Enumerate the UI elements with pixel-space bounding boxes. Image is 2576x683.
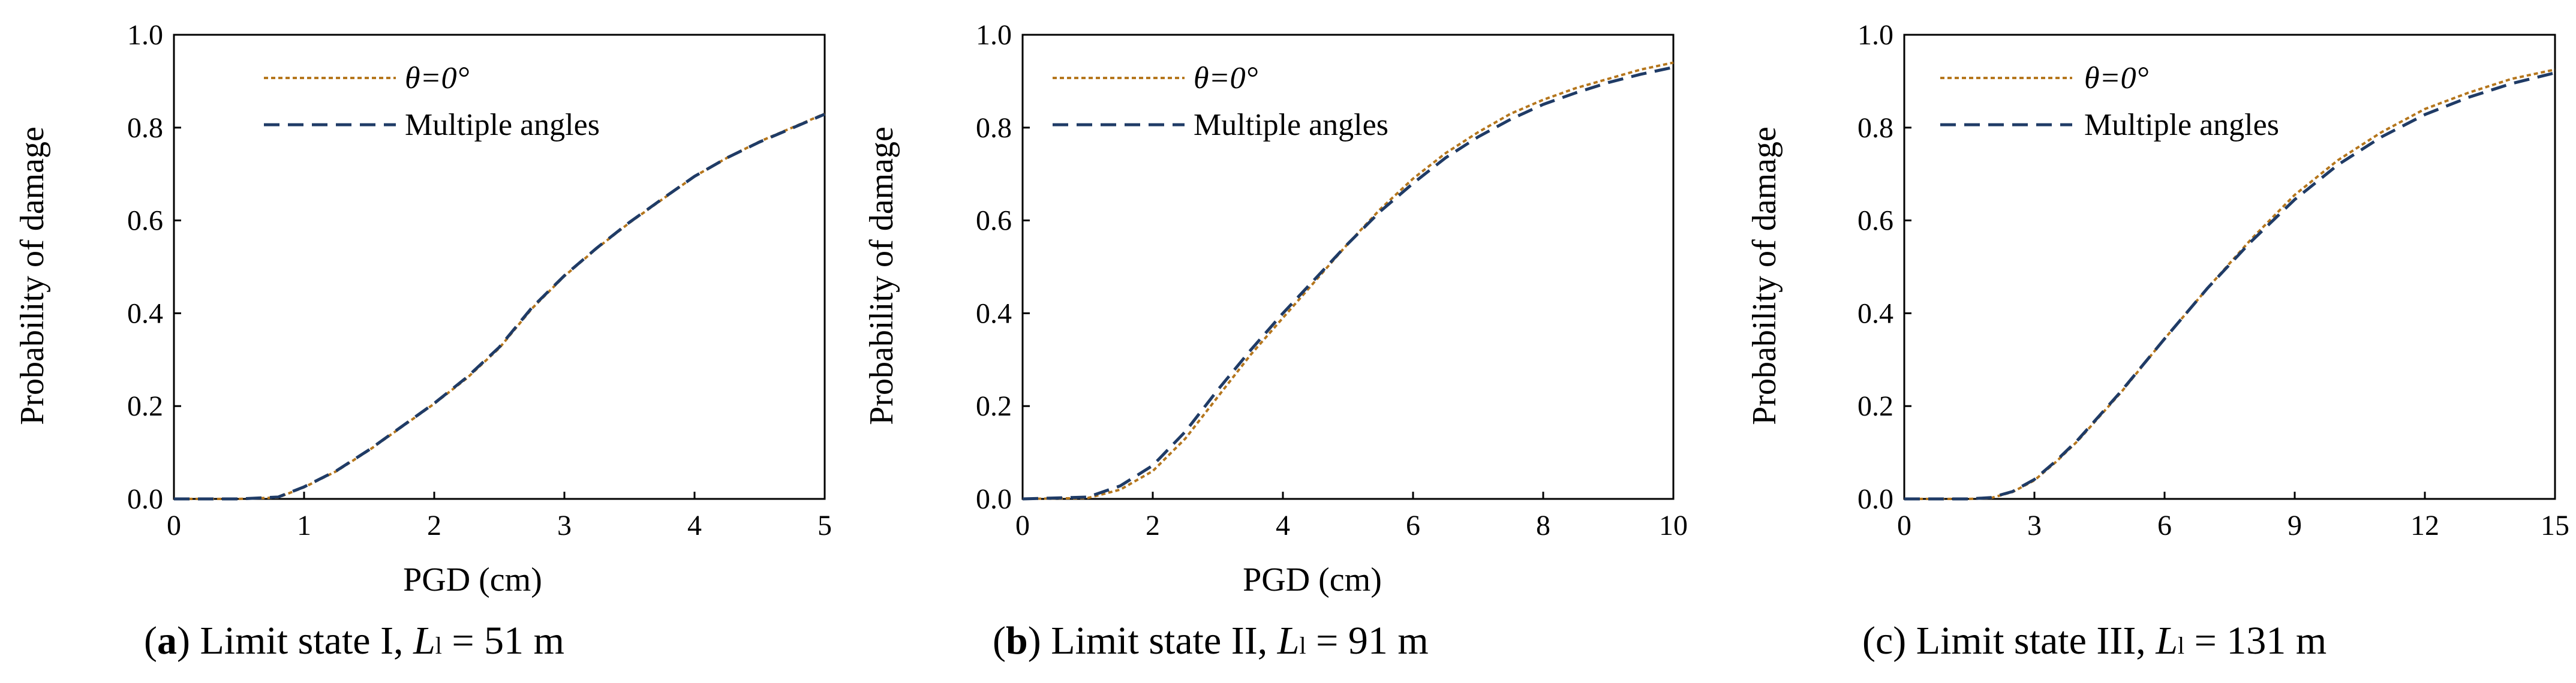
y-tick-label: 0.6 xyxy=(127,205,163,237)
x-tick-label: 0 xyxy=(1897,510,1911,541)
y-tick-label: 0.2 xyxy=(976,390,1012,422)
plot-frame-a xyxy=(173,34,826,500)
x-tick-label: 6 xyxy=(2157,510,2172,541)
caption-a-letter: a xyxy=(157,619,177,663)
legend-label-theta0: θ=0° xyxy=(1194,61,1258,95)
x-tick-label: 6 xyxy=(1406,510,1420,541)
y-tick-label: 0.6 xyxy=(976,205,1012,237)
x-tick-label: 0 xyxy=(1015,510,1030,541)
caption-c: (c) Limit state III, Ll = 131 m xyxy=(1862,619,2326,663)
plot-area-c: 0.0 0.2 0.4 0.6 0.8 1.0 0 3 6 9 12 15 θ=0° Multiple a… xyxy=(1857,19,2569,541)
series-theta0-line-a xyxy=(174,112,825,500)
legend-label-multiple-angles: Multiple angles xyxy=(1194,108,1388,142)
caption-c-L: L xyxy=(2155,619,2178,663)
caption-b-sub: l xyxy=(1299,632,1306,659)
ylabel-b: Probability of damage xyxy=(863,127,900,425)
plot-area-b: 0.0 0.2 0.4 0.6 0.8 1.0 0 2 4 6 8 10 θ=0° Multiple an… xyxy=(976,19,1688,541)
caption-c-letter: c xyxy=(1875,619,1893,663)
y-tick-label: 1.0 xyxy=(976,19,1012,51)
legend-label-theta0: θ=0° xyxy=(2084,61,2148,95)
caption-a-sub: l xyxy=(435,632,442,659)
plot-frame-b xyxy=(1021,34,1675,500)
y-tick-label: 0.4 xyxy=(127,297,163,329)
y-tick-label: 1.0 xyxy=(127,19,163,51)
caption-a: (a) Limit state I, Ll = 51 m xyxy=(144,619,564,663)
legend-label-multiple-angles: Multiple angles xyxy=(2084,108,2279,142)
caption-c-text: Limit state III, xyxy=(1906,619,2156,663)
xlabel-b: PGD (cm) xyxy=(1243,561,1382,598)
x-tick-label: 9 xyxy=(2288,510,2302,541)
y-tick-label: 0.8 xyxy=(1857,112,1893,144)
x-tick-label: 10 xyxy=(1659,510,1688,541)
x-tick-label: 4 xyxy=(1276,510,1290,541)
y-tick-label: 0.0 xyxy=(976,483,1012,515)
ylabel-a: Probability of damage xyxy=(14,127,51,425)
panel-b: 0.0 0.2 0.4 0.6 0.8 1.0 0 2 4 6 8 10 θ=0° Multiple an… xyxy=(863,19,1688,663)
caption-b-text: Limit state II, xyxy=(1041,619,1278,663)
x-tick-label: 2 xyxy=(427,510,441,541)
series-multiple-angles-line-c xyxy=(1904,71,2556,501)
x-tick-label: 15 xyxy=(2541,510,2569,541)
x-tick-label: 3 xyxy=(2027,510,2042,541)
y-tick-label: 0.8 xyxy=(127,112,163,144)
y-tick-label: 0.8 xyxy=(976,112,1012,144)
caption-b-letter: b xyxy=(1006,619,1028,663)
y-tick-label: 0.0 xyxy=(1857,483,1893,515)
y-tick-label: 1.0 xyxy=(1857,19,1893,51)
x-tick-label: 4 xyxy=(687,510,702,541)
y-tick-label: 0.2 xyxy=(1857,390,1893,422)
caption-c-sub: l xyxy=(2178,632,2184,659)
plot-frame-c xyxy=(1903,34,2556,500)
panel-c: 0.0 0.2 0.4 0.6 0.8 1.0 0 3 6 9 12 15 θ=0° Multiple a… xyxy=(1746,19,2569,663)
x-tick-label: 2 xyxy=(1146,510,1160,541)
caption-a-value: = 51 m xyxy=(442,619,564,663)
x-tick-label: 12 xyxy=(2410,510,2439,541)
caption-a-L: L xyxy=(413,619,435,663)
y-tick-label: 0.2 xyxy=(127,390,163,422)
caption-b: (b) Limit state II, Ll = 91 m xyxy=(993,619,1429,663)
caption-b-L: L xyxy=(1277,619,1300,663)
series-theta0-line-c xyxy=(1904,68,2556,500)
legend-label-theta0: θ=0° xyxy=(405,61,469,95)
ylabel-c: Probability of damage xyxy=(1746,127,1783,425)
y-tick-label: 0.6 xyxy=(1857,205,1893,237)
y-tick-label: 0.0 xyxy=(127,483,163,515)
caption-b-value: = 91 m xyxy=(1306,619,1429,663)
xlabel-a: PGD (cm) xyxy=(403,561,542,598)
series-multiple-angles-line-b xyxy=(1022,65,1674,501)
series-multiple-angles-line-a xyxy=(174,113,825,501)
x-tick-label: 8 xyxy=(1536,510,1550,541)
y-tick-label: 0.4 xyxy=(1857,297,1893,329)
caption-c-value: = 131 m xyxy=(2184,619,2326,663)
x-tick-label: 5 xyxy=(817,510,832,541)
plot-area-a: 0.0 0.2 0.4 0.6 0.8 1.0 0 1 2 3 4 5 θ=0° Multiple ang… xyxy=(127,19,832,541)
x-tick-label: 0 xyxy=(167,510,181,541)
panel-a: 0.0 0.2 0.4 0.6 0.8 1.0 0 1 2 3 4 5 θ=0° Multiple ang… xyxy=(14,19,832,663)
caption-a-text: Limit state I, xyxy=(190,619,413,663)
y-tick-label: 0.4 xyxy=(976,297,1012,329)
x-tick-label: 3 xyxy=(557,510,572,541)
x-tick-label: 1 xyxy=(297,510,311,541)
legend-label-multiple-angles: Multiple angles xyxy=(405,108,600,142)
